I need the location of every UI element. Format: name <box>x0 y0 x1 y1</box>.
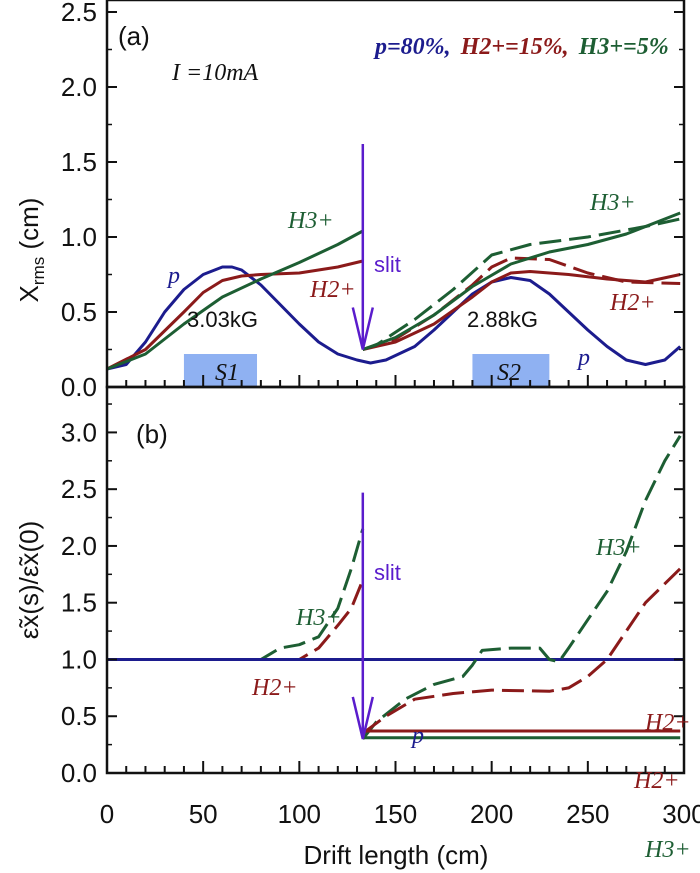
label-h3-a2: H3+ <box>589 190 636 216</box>
y-tick-label: 1.5 <box>61 147 97 177</box>
legend-h3: H3+=5% <box>578 34 669 60</box>
label-h3-b2: H3+ <box>595 535 642 561</box>
panel-a: 0.0 0.5 1.0 1.5 2.0 2.5 <box>61 0 686 402</box>
y-tick-label: 1.0 <box>61 222 97 252</box>
series-line-h2plus-dashed <box>362 256 681 351</box>
label-p-2: p <box>576 345 590 371</box>
y-tick-label: 0.0 <box>61 372 97 402</box>
slit-arrow-head <box>351 696 375 740</box>
y-tick-label: 1.5 <box>61 588 97 618</box>
y-tick-label: 0.5 <box>61 297 97 327</box>
label-p-b: p <box>410 723 424 749</box>
label-h2-b3: H2+ <box>633 768 680 794</box>
panel-b: 0.0 0.5 1.0 1.5 2.0 2.5 3.0 0 50 100 150 200 250 300 <box>61 385 700 829</box>
slit-arrow-head <box>351 307 375 350</box>
y-tick-label: 2.0 <box>61 72 97 102</box>
x-tick-label: 100 <box>278 799 321 829</box>
x-tick-label: 300 <box>662 799 700 829</box>
y-tick-label: 3.0 <box>61 417 97 447</box>
x-tick-label: 150 <box>374 799 417 829</box>
series-line-h2plus-dashed <box>361 567 682 735</box>
legend-text: p=80%, H2+=15%, H3+=5% <box>373 34 669 60</box>
s2-label: S2 <box>497 360 521 386</box>
label-h3-b1: H3+ <box>295 605 342 631</box>
series-line-h3plus-solid <box>106 229 364 371</box>
y-axis-title-a: Xrms (cm) <box>14 198 48 303</box>
label-h2-a1: H2+ <box>309 277 356 303</box>
label-h2-b1: H2+ <box>251 675 298 701</box>
s2-field-label: 2.88kG <box>467 307 538 332</box>
series-line-h3plus-dashed <box>361 435 682 740</box>
y-tick-label: 2.0 <box>61 531 97 561</box>
series-line-h2plus-solid <box>106 259 364 371</box>
panel-b-label: (b) <box>136 419 168 449</box>
x-tick-label: 200 <box>470 799 513 829</box>
x-tick-label: 250 <box>566 799 609 829</box>
label-p-1: p <box>166 263 180 289</box>
label-h3-a1: H3+ <box>287 208 334 234</box>
slit-label-a: slit <box>374 252 401 277</box>
s1-field-label: 3.03kG <box>187 307 258 332</box>
y-tick-label: 1.0 <box>61 644 97 674</box>
x-tick-label: 0 <box>100 799 114 829</box>
slit-label-b: slit <box>374 560 401 585</box>
x-tick-label: 50 <box>189 799 218 829</box>
y-axis-title-b: ε̃x(s)/ε̃x(0) <box>14 521 44 640</box>
panel-a-label: (a) <box>118 21 150 51</box>
y-tick-label: 2.5 <box>61 474 97 504</box>
series-line-h3plus-dashed <box>362 217 681 351</box>
label-h3-b3: H3+ <box>644 837 691 863</box>
series-line-h3plus-dashed <box>107 528 365 661</box>
legend-h2: H2+=15%, <box>460 34 569 60</box>
legend-p: p=80%, <box>373 34 451 60</box>
series-line-p-solid <box>106 265 682 371</box>
x-axis-title: Drift length (cm) <box>304 840 489 870</box>
y-tick-label: 0.0 <box>61 758 97 788</box>
solenoid-S1 <box>183 354 258 387</box>
y-tick-label: 0.5 <box>61 701 97 731</box>
series-line-h3plus-solid <box>362 211 681 351</box>
y-tick-label: 2.5 <box>61 0 97 27</box>
label-h2-b2: H2+ <box>644 710 691 736</box>
s1-label: S1 <box>215 360 239 386</box>
current-annotation: I =10mA <box>171 60 259 86</box>
label-h2-a2: H2+ <box>609 290 656 316</box>
